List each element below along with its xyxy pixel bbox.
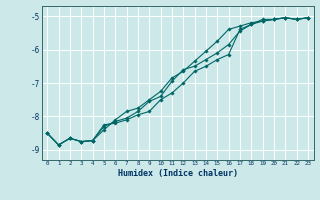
X-axis label: Humidex (Indice chaleur): Humidex (Indice chaleur) — [118, 169, 237, 178]
